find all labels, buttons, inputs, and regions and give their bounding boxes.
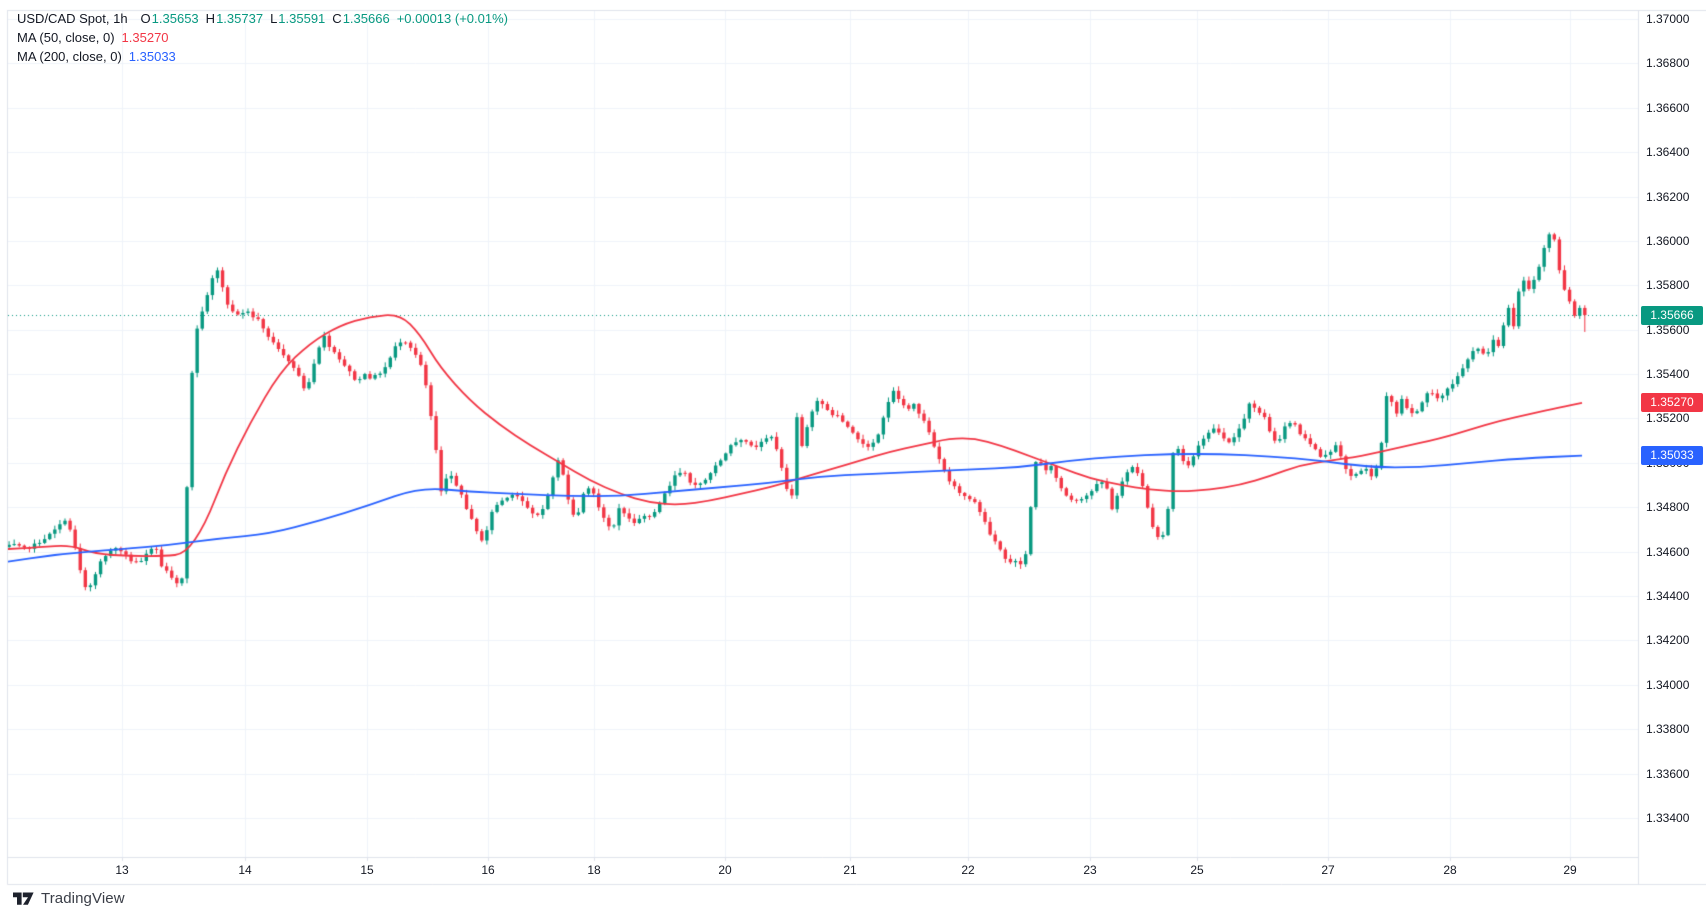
- price-tick-label: 1.33800: [1646, 722, 1690, 737]
- time-tick-label: 22: [961, 863, 975, 877]
- ohlc-high: H1.35737: [205, 11, 264, 26]
- ma200-label[interactable]: MA (200, close, 0): [17, 49, 122, 64]
- price-tick-label: 1.36600: [1646, 100, 1690, 115]
- legend-row-main: USD/CAD Spot, 1h O1.35653 H1.35737 L1.35…: [17, 9, 508, 28]
- legend: USD/CAD Spot, 1h O1.35653 H1.35737 L1.35…: [17, 9, 508, 66]
- time-tick-label: 18: [587, 863, 601, 877]
- ma50-value: 1.35270: [121, 30, 169, 45]
- tradingview-logo[interactable]: TradingView: [13, 890, 125, 907]
- price-badge: 1.35666: [1641, 305, 1703, 325]
- price-tick-label: 1.36200: [1646, 189, 1690, 204]
- price-tick-label: 1.34400: [1646, 589, 1690, 604]
- time-tick-label: 21: [843, 863, 857, 877]
- price-tick-label: 1.34000: [1646, 677, 1690, 692]
- price-tick-label: 1.36800: [1646, 56, 1690, 71]
- ma50-label[interactable]: MA (50, close, 0): [17, 30, 115, 45]
- time-tick-label: 25: [1190, 863, 1204, 877]
- time-tick-label: 13: [115, 863, 129, 877]
- price-badge: 1.35033: [1641, 446, 1703, 466]
- time-tick-label: 27: [1321, 863, 1335, 877]
- price-tick-label: 1.35600: [1646, 322, 1690, 337]
- price-tick-label: 1.34600: [1646, 544, 1690, 559]
- price-tick-label: 1.35800: [1646, 278, 1690, 293]
- time-tick-label: 28: [1443, 863, 1457, 877]
- symbol-title[interactable]: USD/CAD Spot, 1h: [17, 11, 128, 26]
- change-value: +0.00013 (+0.01%): [396, 11, 508, 26]
- ma200-value: 1.35033: [128, 49, 176, 64]
- time-tick-label: 14: [238, 863, 252, 877]
- price-tick-label: 1.33600: [1646, 766, 1690, 781]
- price-tick-label: 1.36000: [1646, 233, 1690, 248]
- legend-row-ma200: MA (200, close, 0) 1.35033: [17, 47, 508, 66]
- price-tick-label: 1.35200: [1646, 411, 1690, 426]
- tradingview-logo-text: TradingView: [41, 890, 125, 907]
- price-tick-label: 1.34800: [1646, 500, 1690, 515]
- price-tick-label: 1.34200: [1646, 633, 1690, 648]
- time-tick-label: 29: [1563, 863, 1577, 877]
- price-badge: 1.35270: [1641, 393, 1703, 413]
- price-tick-label: 1.37000: [1646, 12, 1690, 26]
- price-tick-label: 1.33400: [1646, 810, 1690, 825]
- time-tick-label: 16: [481, 863, 495, 877]
- ohlc-low: L1.35591: [270, 11, 326, 26]
- price-tick-label: 1.35400: [1646, 367, 1690, 382]
- time-tick-label: 23: [1083, 863, 1097, 877]
- tradingview-glyph-icon: [13, 892, 34, 905]
- time-tick-label: 20: [718, 863, 732, 877]
- ohlc-close: C1.35666: [332, 11, 390, 26]
- ohlc-open: O1.35653: [140, 11, 199, 26]
- time-tick-label: 15: [360, 863, 374, 877]
- price-tick-label: 1.36400: [1646, 145, 1690, 160]
- legend-row-ma50: MA (50, close, 0) 1.35270: [17, 28, 508, 47]
